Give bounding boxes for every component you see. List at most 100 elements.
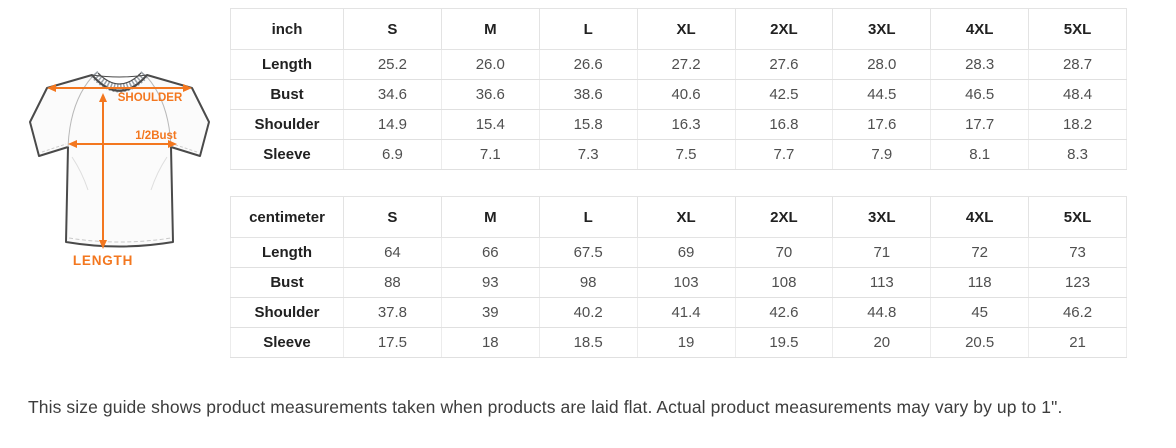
measurement-label: Length bbox=[230, 49, 344, 80]
measurement-value: 27.2 bbox=[636, 49, 736, 80]
measurement-value: 7.7 bbox=[734, 139, 834, 170]
measurement-value: 70 bbox=[734, 237, 834, 268]
size-column-header: 3XL bbox=[832, 8, 932, 50]
shoulder-label: SHOULDER bbox=[118, 92, 183, 104]
unit-header: centimeter bbox=[230, 196, 344, 238]
measurement-row: Length 64 66 67.5 69 70 71 72 73 bbox=[230, 237, 1127, 268]
measurement-value: 44.5 bbox=[832, 79, 932, 110]
size-column-header: 4XL bbox=[930, 8, 1030, 50]
length-arrow bbox=[99, 93, 107, 249]
measurement-value: 66 bbox=[440, 237, 540, 268]
measurement-value: 37.8 bbox=[343, 297, 442, 328]
measurement-value: 27.6 bbox=[734, 49, 834, 80]
measurement-value: 18.2 bbox=[1028, 109, 1127, 140]
measurement-value: 38.6 bbox=[538, 79, 638, 110]
measurement-value: 39 bbox=[440, 297, 540, 328]
size-column-header: M bbox=[440, 8, 540, 50]
measurement-label: Bust bbox=[230, 79, 344, 110]
size-column-header: 4XL bbox=[930, 196, 1030, 238]
measurement-value: 16.3 bbox=[636, 109, 736, 140]
measurement-label: Sleeve bbox=[230, 327, 344, 358]
measurement-value: 18.5 bbox=[538, 327, 638, 358]
header-row: centimeter S M L XL 2XL 3XL 4XL 5XL bbox=[230, 196, 1127, 238]
measurement-value: 118 bbox=[930, 267, 1030, 298]
measurement-value: 36.6 bbox=[440, 79, 540, 110]
measurement-value: 46.5 bbox=[930, 79, 1030, 110]
measurement-value: 93 bbox=[440, 267, 540, 298]
measurement-row: Sleeve 17.5 18 18.5 19 19.5 20 20.5 21 bbox=[230, 327, 1127, 358]
size-column-header: M bbox=[440, 196, 540, 238]
size-column-header: L bbox=[538, 196, 638, 238]
measurement-value: 25.2 bbox=[343, 49, 442, 80]
measurement-value: 71 bbox=[832, 237, 932, 268]
size-column-header: 2XL bbox=[734, 8, 834, 50]
measurement-row: Bust 34.6 36.6 38.6 40.6 42.5 44.5 46.5 48.4 bbox=[230, 79, 1127, 110]
measurement-value: 103 bbox=[636, 267, 736, 298]
measurement-value: 123 bbox=[1028, 267, 1127, 298]
measurement-value: 6.9 bbox=[343, 139, 442, 170]
measurement-value: 8.1 bbox=[930, 139, 1030, 170]
measurement-row: Shoulder 14.9 15.4 15.8 16.3 16.8 17.6 17.7 18.2 bbox=[230, 109, 1127, 140]
measurement-value: 7.3 bbox=[538, 139, 638, 170]
right-cuff-stitch bbox=[172, 143, 198, 153]
bust-arrow bbox=[68, 140, 177, 148]
size-column-header: XL bbox=[636, 196, 736, 238]
measurement-label: Bust bbox=[230, 267, 344, 298]
measurement-value: 72 bbox=[930, 237, 1030, 268]
measurement-label: Sleeve bbox=[230, 139, 344, 170]
measurement-value: 8.3 bbox=[1028, 139, 1127, 170]
measurement-value: 7.9 bbox=[832, 139, 932, 170]
collar-inner-edge bbox=[97, 72, 142, 85]
size-column-header: L bbox=[538, 8, 638, 50]
measurement-value: 108 bbox=[734, 267, 834, 298]
measurement-value: 28.0 bbox=[832, 49, 932, 80]
measurement-value: 44.8 bbox=[832, 297, 932, 328]
measurement-value: 113 bbox=[832, 267, 932, 298]
measurement-value: 46.2 bbox=[1028, 297, 1127, 328]
measurement-value: 17.7 bbox=[930, 109, 1030, 140]
measurement-value: 41.4 bbox=[636, 297, 736, 328]
measurement-value: 45 bbox=[930, 297, 1030, 328]
size-tables: inch S M L XL 2XL 3XL 4XL 5XL Length 25.2 26.0 26.6 2… bbox=[230, 8, 1127, 358]
hem-stitch bbox=[68, 237, 172, 243]
measurement-label: Shoulder bbox=[230, 297, 344, 328]
right-sleeve-seam bbox=[146, 76, 172, 148]
measurement-value: 19 bbox=[636, 327, 736, 358]
size-table-inch: inch S M L XL 2XL 3XL 4XL 5XL Length 25.2 26.0 26.6 2… bbox=[230, 8, 1127, 170]
measurement-value: 16.8 bbox=[734, 109, 834, 140]
measurement-value: 64 bbox=[343, 237, 442, 268]
measurement-value: 40.2 bbox=[538, 297, 638, 328]
measurement-label: Length bbox=[230, 237, 344, 268]
measurement-value: 26.6 bbox=[538, 49, 638, 80]
measurement-value: 17.5 bbox=[343, 327, 442, 358]
size-column-header: 3XL bbox=[832, 196, 932, 238]
measurement-value: 14.9 bbox=[343, 109, 442, 140]
measurement-value: 88 bbox=[343, 267, 442, 298]
right-wrinkle bbox=[150, 156, 168, 191]
left-cuff-stitch bbox=[41, 143, 67, 153]
bust-label: 1/2Bust bbox=[135, 130, 177, 142]
shoulder-arrow bbox=[47, 84, 192, 92]
measurement-value: 7.1 bbox=[440, 139, 540, 170]
measurement-row: Sleeve 6.9 7.1 7.3 7.5 7.7 7.9 8.1 8.3 bbox=[230, 139, 1127, 170]
measurement-value: 67.5 bbox=[538, 237, 638, 268]
size-column-header: XL bbox=[636, 8, 736, 50]
tshirt-diagram: SHOULDER 1/2Bust LENGTH bbox=[12, 62, 222, 277]
measurement-row: Length 25.2 26.0 26.6 27.2 27.6 28.0 28.3 28.7 bbox=[230, 49, 1127, 80]
unit-header: inch bbox=[230, 8, 344, 50]
measurement-value: 26.0 bbox=[440, 49, 540, 80]
measurement-value: 28.7 bbox=[1028, 49, 1127, 80]
measurement-value: 15.4 bbox=[440, 109, 540, 140]
measurement-value: 40.6 bbox=[636, 79, 736, 110]
size-table-centimeter: centimeter S M L XL 2XL 3XL 4XL 5XL Length 64 66 67.… bbox=[230, 196, 1127, 358]
measurement-value: 73 bbox=[1028, 237, 1127, 268]
measurement-value: 42.6 bbox=[734, 297, 834, 328]
size-guide-note: This size guide shows product measuremen… bbox=[28, 397, 1063, 417]
measurement-value: 42.5 bbox=[734, 79, 834, 110]
measurement-value: 28.3 bbox=[930, 49, 1030, 80]
size-column-header: 2XL bbox=[734, 196, 834, 238]
length-label: LENGTH bbox=[73, 253, 133, 268]
measurement-row: Bust 88 93 98 103 108 113 118 123 bbox=[230, 267, 1127, 298]
size-column-header: 5XL bbox=[1028, 8, 1127, 50]
measurement-value: 98 bbox=[538, 267, 638, 298]
